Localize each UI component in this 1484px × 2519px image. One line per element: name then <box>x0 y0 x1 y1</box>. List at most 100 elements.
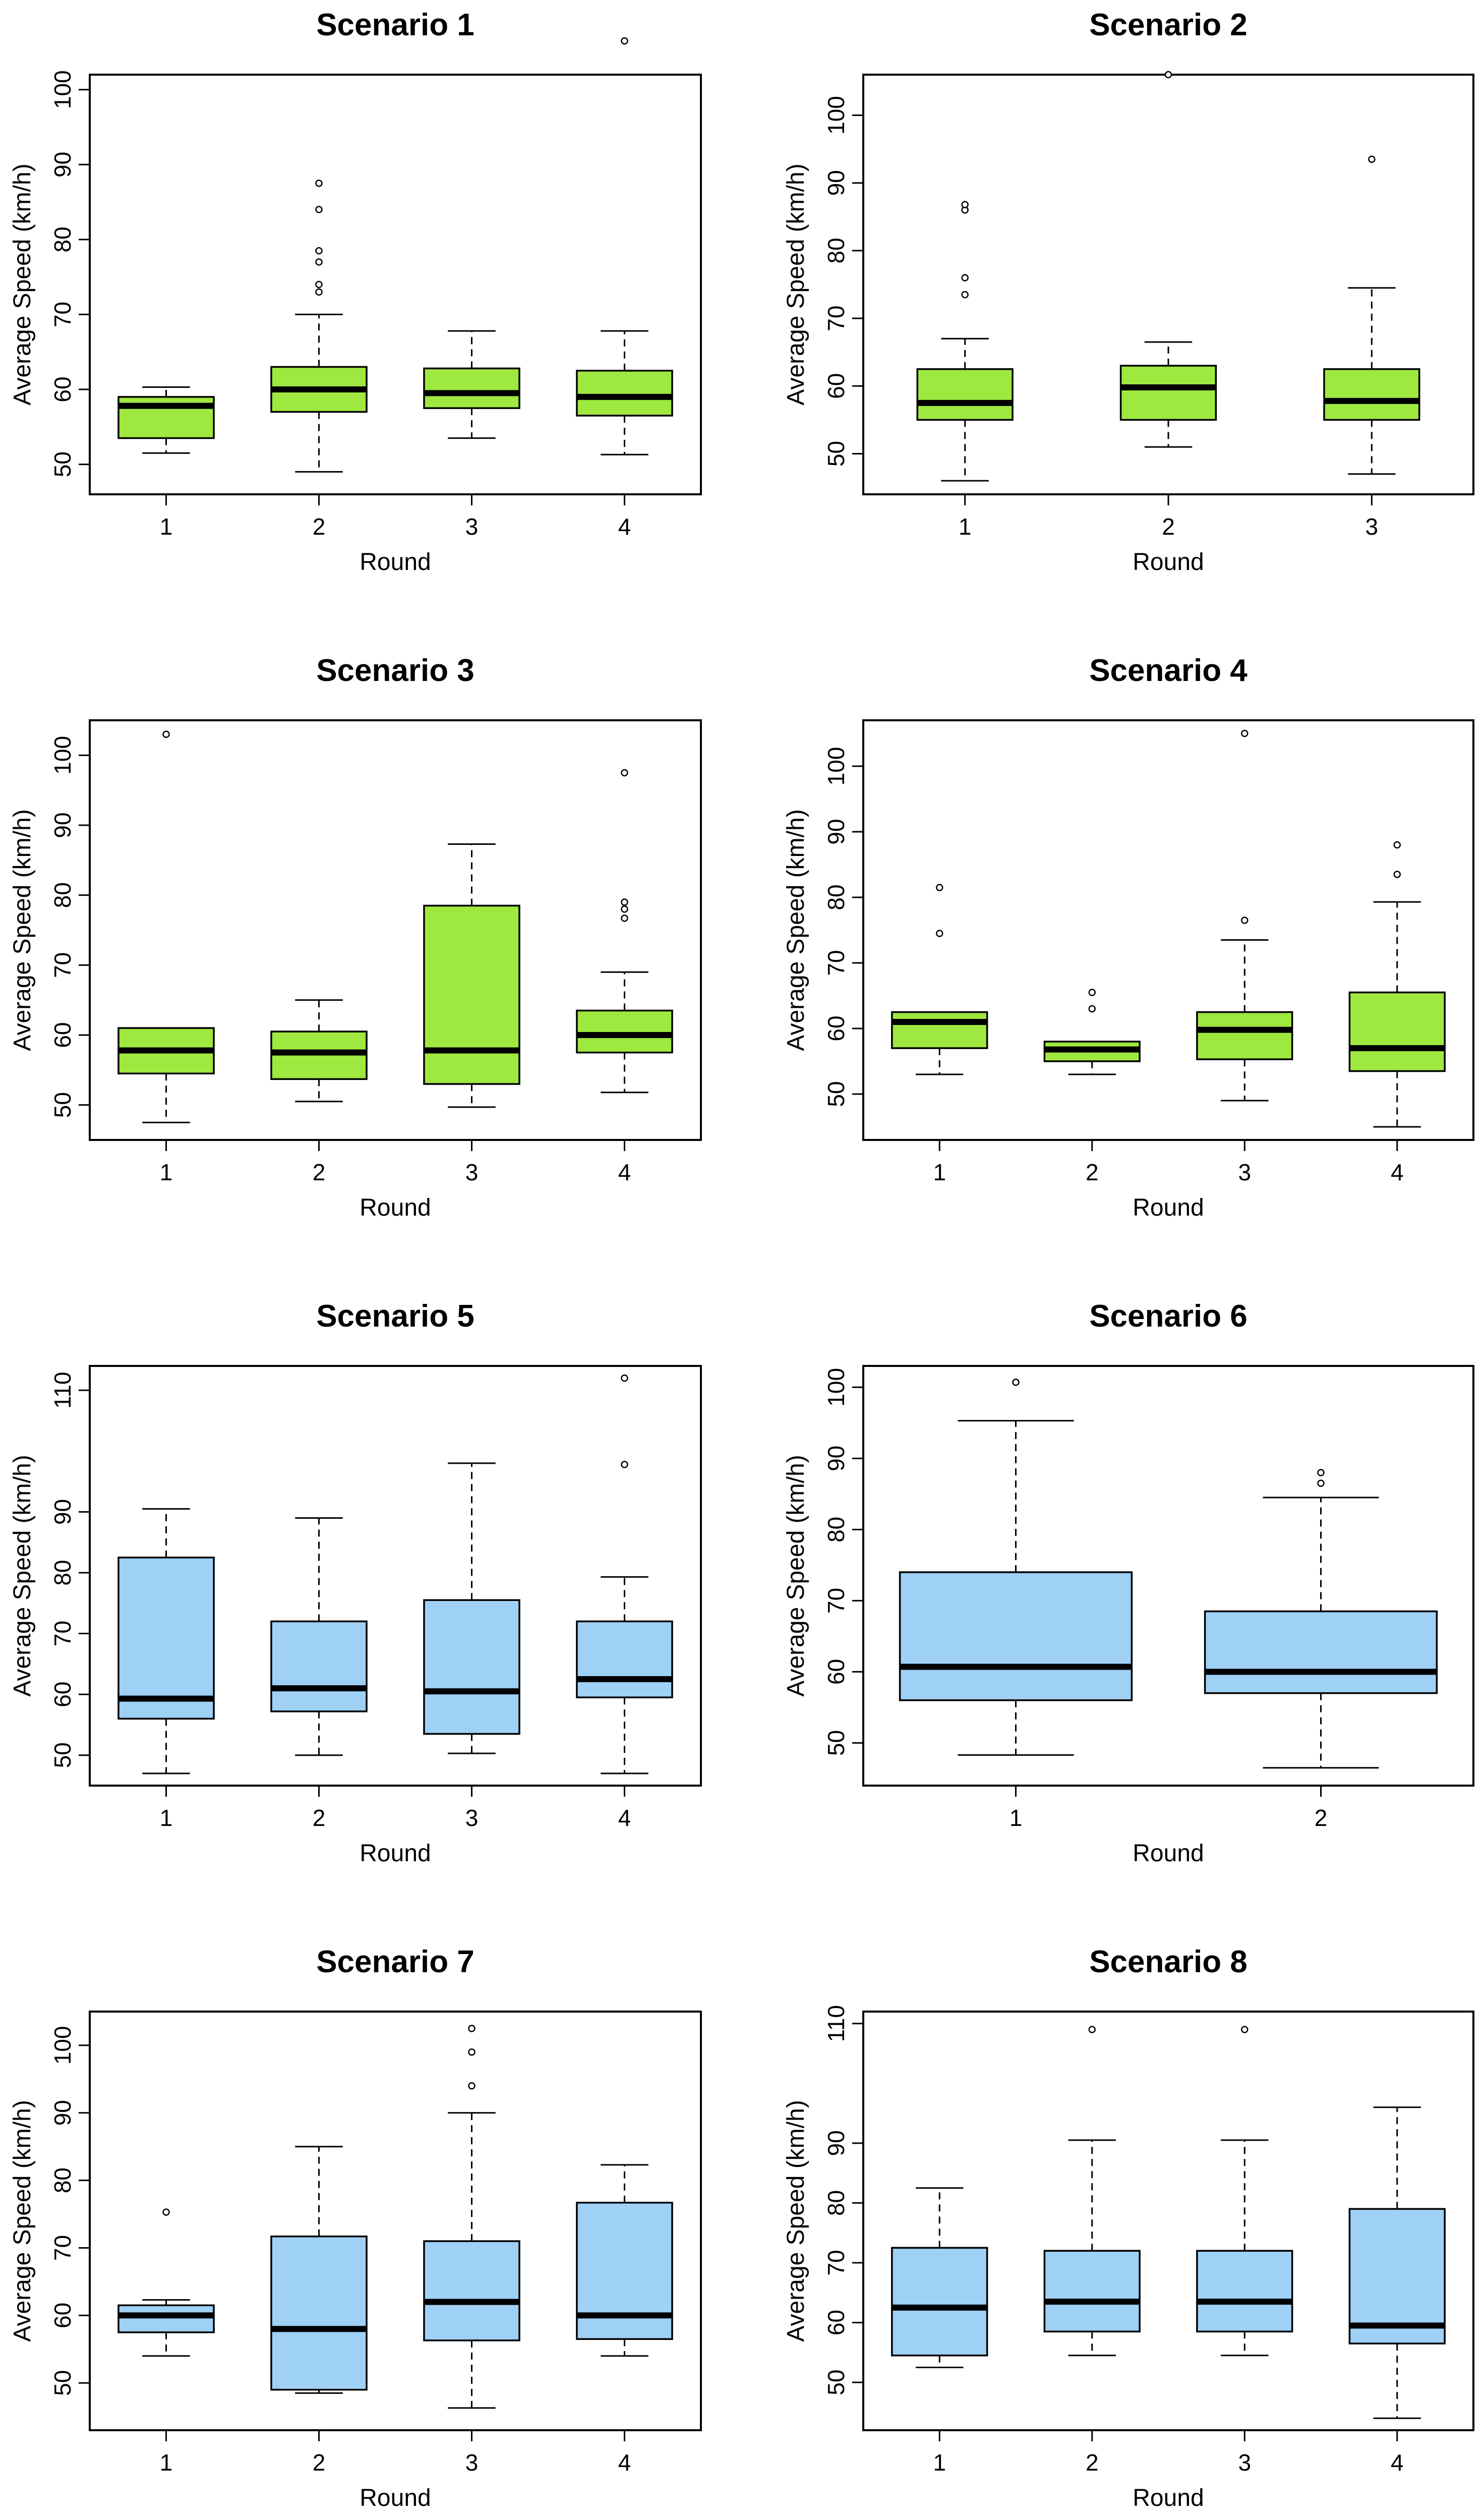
plot-frame <box>862 719 1474 1141</box>
x-tick-label: 4 <box>1391 1159 1404 1185</box>
y-axis-label: Average Speed (km/h) <box>783 809 809 1051</box>
outlier-point <box>1317 1479 1325 1487</box>
box-round-1 <box>891 2187 988 2368</box>
y-tick-label: 90 <box>49 1499 76 1525</box>
y-tick-label: 100 <box>49 736 76 775</box>
outlier-point <box>1088 989 1096 996</box>
y-tick-label: 90 <box>49 2100 76 2126</box>
outlier-point <box>621 898 628 906</box>
x-tick-label: 2 <box>313 1805 326 1831</box>
outlier-point <box>1317 1469 1325 1476</box>
x-tick-label: 1 <box>160 2449 173 2476</box>
y-tick-label: 60 <box>823 1015 849 1041</box>
x-tick-label: 1 <box>959 513 972 540</box>
box-round-2 <box>1043 989 1141 1075</box>
outlier-point <box>961 201 969 208</box>
outlier-point <box>468 2048 476 2056</box>
outlier-point <box>1393 871 1401 878</box>
box-round-2 <box>270 2146 368 2394</box>
y-tick-label: 90 <box>823 2130 849 2156</box>
plot-frame <box>89 1365 702 1787</box>
iqr-box <box>891 2247 988 2357</box>
y-tick-label: 80 <box>49 882 76 908</box>
panel-title: Scenario 6 <box>1089 1299 1248 1334</box>
outlier-point <box>1241 917 1249 924</box>
x-axis-label: Round <box>1133 1194 1204 1221</box>
x-tick-label: 1 <box>160 513 173 540</box>
iqr-box <box>270 1620 368 1712</box>
iqr-box <box>1323 368 1420 421</box>
box-round-1 <box>891 884 988 1075</box>
box-round-3 <box>1196 729 1293 1102</box>
x-axis-label: Round <box>1133 1840 1204 1867</box>
iqr-box <box>576 370 673 417</box>
y-tick-label: 90 <box>49 812 76 838</box>
panel-title: Scenario 8 <box>1089 1944 1248 1979</box>
outlier-point <box>315 258 323 266</box>
y-tick-label: 50 <box>823 2370 849 2395</box>
x-tick-label: 3 <box>1238 2449 1251 2476</box>
outlier-point <box>315 206 323 213</box>
iqr-box <box>576 1620 673 1698</box>
outlier-point <box>315 288 323 296</box>
box-round-3 <box>423 330 520 439</box>
x-tick-label: 2 <box>313 513 326 540</box>
panel-scenario-3: Scenario 3 50 60 70 80 90 100 Average Speed (km… <box>9 653 702 1221</box>
y-tick-label: 80 <box>823 884 849 910</box>
y-tick-label: 70 <box>823 950 849 976</box>
y-axis-label: Average Speed (km/h) <box>9 1455 36 1696</box>
panel-title: Scenario 1 <box>316 8 474 42</box>
x-axis-label: Round <box>360 1840 431 1867</box>
y-tick-label: 70 <box>49 302 76 327</box>
outlier-point <box>315 247 323 255</box>
outlier-point <box>162 2208 170 2216</box>
box-round-1 <box>117 386 215 454</box>
iqr-box <box>423 1599 520 1735</box>
y-axis-label: Average Speed (km/h) <box>9 163 36 405</box>
box-round-2 <box>270 1517 368 1756</box>
iqr-box <box>270 2236 368 2391</box>
iqr-box <box>576 1009 673 1054</box>
y-tick-label: 60 <box>823 373 849 399</box>
y-tick-label: 70 <box>49 952 76 978</box>
x-tick-label: 4 <box>618 2449 631 2476</box>
iqr-box <box>1348 2208 1446 2344</box>
x-tick-label: 3 <box>465 1805 479 1831</box>
x-tick-label: 2 <box>313 1159 326 1185</box>
outlier-point <box>621 1374 628 1382</box>
iqr-box <box>899 1571 1133 1701</box>
plot-frame <box>89 719 702 1141</box>
panel-scenario-5: Scenario 5 50 60 70 80 90 110 Average Speed (km… <box>9 1299 702 1867</box>
box-round-3 <box>423 843 520 1108</box>
iqr-box <box>1196 2250 1293 2333</box>
box-round-2 <box>1043 2026 1141 2357</box>
x-tick-label: 2 <box>1086 1159 1099 1185</box>
y-tick-label: 60 <box>49 376 76 402</box>
x-tick-label: 2 <box>1315 1805 1328 1831</box>
iqr-box <box>891 1011 988 1049</box>
outlier-point <box>621 1461 628 1468</box>
box-round-4 <box>1348 2106 1446 2419</box>
y-axis-label: Average Speed (km/h) <box>9 809 36 1051</box>
y-tick-label: 70 <box>49 1621 76 1646</box>
plot-frame <box>862 2011 1474 2431</box>
plot-frame <box>862 74 1474 495</box>
iqr-box <box>1119 365 1217 421</box>
x-tick-label: 4 <box>618 1159 631 1185</box>
y-tick-label: 60 <box>49 2303 76 2328</box>
outlier-point <box>621 905 628 913</box>
y-axis-label: Average Speed (km/h) <box>783 163 809 405</box>
y-tick-label: 90 <box>823 1446 849 1471</box>
x-axis-label: Round <box>360 2485 431 2511</box>
y-tick-label: 50 <box>49 2370 76 2396</box>
iqr-box <box>423 904 520 1085</box>
outlier-point <box>468 2082 476 2090</box>
box-round-1 <box>117 1508 215 1774</box>
y-tick-label: 60 <box>823 1659 849 1685</box>
iqr-box <box>576 2202 673 2340</box>
box-round-3 <box>1323 155 1420 475</box>
y-tick-label: 100 <box>49 70 76 109</box>
outlier-point <box>1393 841 1401 849</box>
box-round-1 <box>117 2208 215 2357</box>
